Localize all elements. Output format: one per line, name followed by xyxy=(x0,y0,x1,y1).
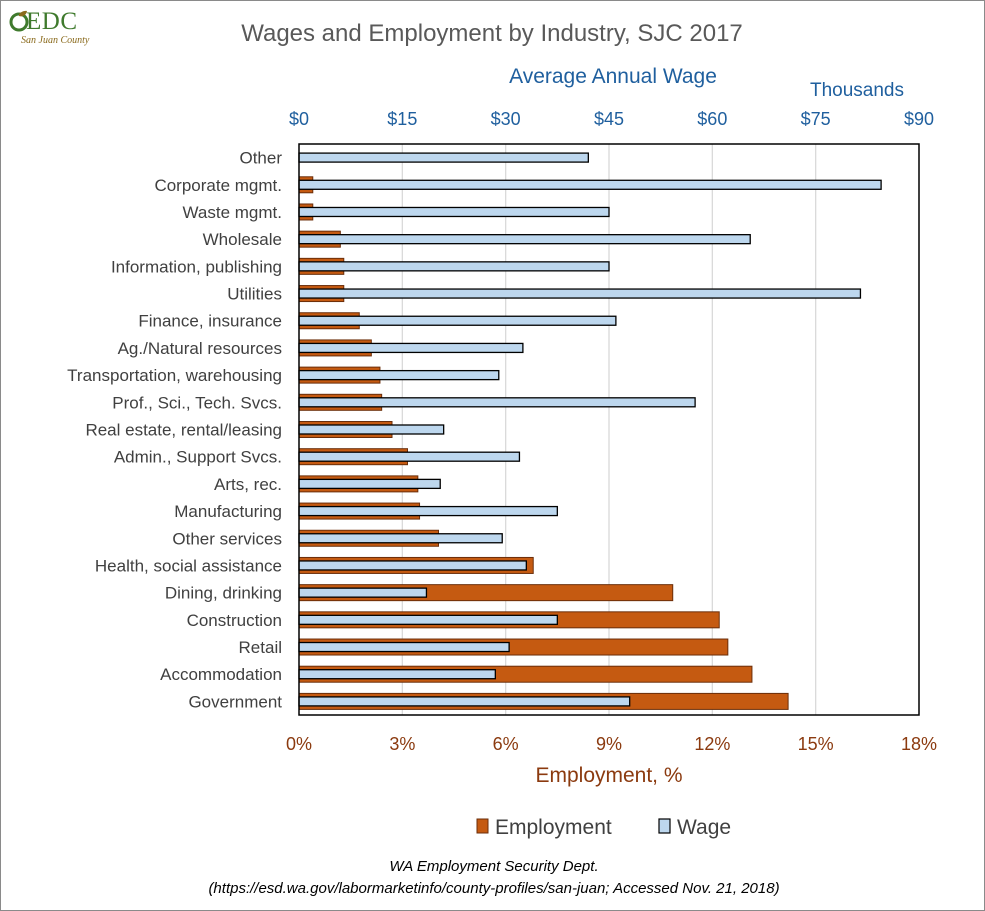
legend-swatch-wage xyxy=(658,818,671,834)
logo-tagline: San Juan County xyxy=(21,35,90,46)
category-label: Waste mgmt. xyxy=(183,203,283,222)
wage-tick-label: $90 xyxy=(904,109,934,129)
category-label: Government xyxy=(188,692,282,711)
category-label: Health, social assistance xyxy=(95,556,282,575)
source-line-2: (https://esd.wa.gov/labormarketinfo/coun… xyxy=(208,880,779,897)
category-label: Admin., Support Svcs. xyxy=(114,448,282,467)
wage-bar xyxy=(298,397,696,408)
wage-bar xyxy=(298,587,428,598)
wage-bar xyxy=(298,424,445,435)
wage-tick-label: $45 xyxy=(594,109,624,129)
category-label: Arts, rec. xyxy=(214,475,282,494)
employment-tick-label: 15% xyxy=(798,734,834,754)
wage-units-label: Thousands xyxy=(810,80,904,101)
legend-label-employment: Employment xyxy=(495,816,612,839)
category-label: Transportation, warehousing xyxy=(67,366,282,385)
wage-tick-label: $60 xyxy=(697,109,727,129)
wage-bar xyxy=(298,288,862,299)
employment-axis-title: Employment, % xyxy=(535,764,682,787)
category-label: Accommodation xyxy=(160,665,282,684)
category-label: Prof., Sci., Tech. Svcs. xyxy=(112,393,282,412)
category-label: Corporate mgmt. xyxy=(154,176,282,195)
wage-bar xyxy=(298,451,521,462)
gridlines xyxy=(401,144,817,715)
category-label: Other services xyxy=(172,529,282,548)
wage-bar xyxy=(298,315,617,326)
wage-bar xyxy=(298,505,558,517)
wage-tick-label: $0 xyxy=(289,109,309,129)
wage-axis-title: Average Annual Wage xyxy=(509,65,717,88)
category-label: Utilities xyxy=(227,285,282,304)
wage-bar xyxy=(298,560,527,571)
wage-tick-label: $15 xyxy=(387,109,417,129)
employment-tick-label: 18% xyxy=(901,734,937,754)
legend-label-wage: Wage xyxy=(677,816,731,839)
leaf-icon xyxy=(9,10,29,32)
source-line-1: WA Employment Security Dept. xyxy=(389,858,598,875)
employment-tick-label: 6% xyxy=(493,734,519,754)
category-label: Finance, insurance xyxy=(138,312,282,331)
wage-bar xyxy=(298,669,496,680)
employment-axis-ticks: 0% 3% 6% 9% 12% 15% 18% xyxy=(286,734,937,754)
employment-tick-label: 3% xyxy=(389,734,415,754)
wage-bar xyxy=(298,261,610,272)
chart-title: Wages and Employment by Industry, SJC 20… xyxy=(241,20,743,47)
category-label: Construction xyxy=(187,611,282,630)
category-label: Ag./Natural resources xyxy=(118,339,282,358)
legend-swatch-employment xyxy=(476,818,489,834)
category-label: Retail xyxy=(239,638,282,657)
plot-border xyxy=(298,143,920,716)
wage-bar xyxy=(298,152,589,163)
employment-tick-label: 9% xyxy=(596,734,622,754)
wage-bar xyxy=(298,478,441,490)
category-label: Dining, drinking xyxy=(165,584,282,603)
wage-bar xyxy=(298,696,631,707)
category-labels: Other Corporate mgmt. Waste mgmt. Wholesale… xyxy=(67,149,282,712)
wage-bar xyxy=(298,179,882,190)
legend: Employment Wage xyxy=(476,816,731,839)
wage-axis-ticks: $0 $15 $30 $45 $60 $75 $90 xyxy=(289,109,934,129)
employment-tick-label: 0% xyxy=(286,734,312,754)
wage-bar xyxy=(298,234,751,245)
wage-bar xyxy=(298,369,500,381)
wage-bar xyxy=(298,614,558,625)
category-label: Wholesale xyxy=(203,230,282,249)
category-label: Information, publishing xyxy=(111,257,282,276)
category-label: Real estate, rental/leasing xyxy=(85,421,282,440)
logo-brand: EDC xyxy=(26,8,78,35)
category-label: Other xyxy=(239,149,282,168)
employment-tick-label: 12% xyxy=(694,734,730,754)
wage-tick-label: $75 xyxy=(801,109,831,129)
bars xyxy=(298,152,882,710)
wage-bar xyxy=(298,533,503,544)
wage-bar xyxy=(298,342,524,354)
wage-bar xyxy=(298,206,610,218)
edc-logo: EDC San Juan County xyxy=(9,7,101,47)
wage-bar xyxy=(298,641,510,653)
wage-tick-label: $30 xyxy=(491,109,521,129)
category-label: Manufacturing xyxy=(174,502,282,521)
